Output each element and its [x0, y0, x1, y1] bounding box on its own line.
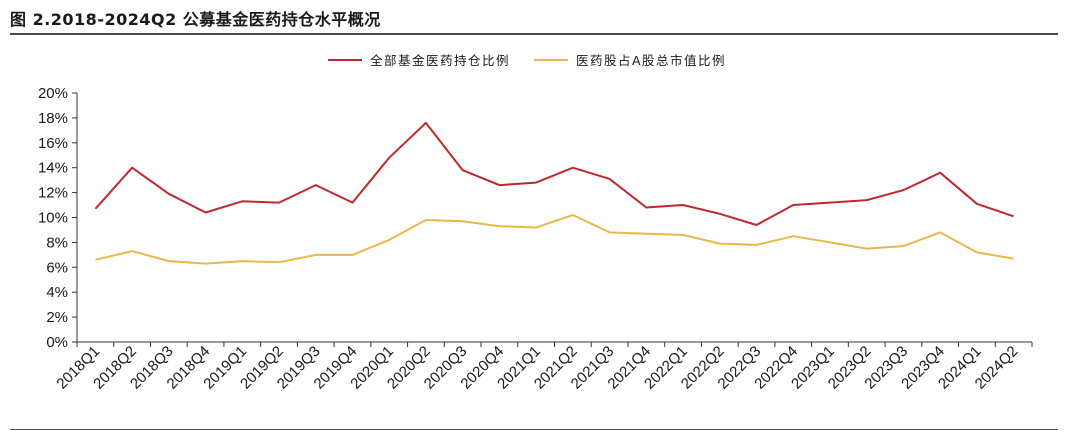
y-tick-label: 20% [38, 85, 68, 102]
series-line-fund-holding [94, 121, 1014, 226]
series-line-market-cap [95, 214, 1014, 265]
y-tick-label: 6% [46, 259, 68, 276]
y-tick-label: 10% [38, 210, 68, 227]
chart-tick-labels: 0%2%4%6%8%10%12%14%16%18%20%2018Q12018Q2… [38, 85, 1021, 393]
legend-label-fund-holding: 全部基金医药持仓比例 [370, 53, 511, 68]
legend-swatch-red [328, 58, 362, 61]
y-tick-label: 18% [38, 110, 68, 127]
y-tick-label: 0% [46, 334, 68, 351]
chart-series [94, 121, 1014, 265]
chart-axes [72, 92, 1033, 347]
y-tick-label: 4% [46, 284, 68, 301]
top-rule [10, 33, 1058, 35]
y-tick-label: 14% [38, 160, 68, 177]
legend-item-fund-holding: 全部基金医药持仓比例 [328, 50, 510, 69]
y-tick-label: 8% [46, 234, 68, 251]
legend-label-market-cap: 医药股占A股总市值比例 [576, 53, 727, 68]
figure-title: 图 2.2018-2024Q2 公募基金医药持仓水平概况 [10, 10, 381, 29]
y-tick-label: 2% [46, 309, 68, 326]
bottom-rule [10, 429, 1058, 430]
y-tick-label: 16% [38, 135, 68, 152]
legend-swatch-yellow [534, 58, 568, 61]
y-tick-label: 12% [38, 185, 68, 202]
chart-legend: 全部基金医药持仓比例 医药股占A股总市值比例 [0, 50, 1080, 72]
legend-item-market-cap: 医药股占A股总市值比例 [534, 50, 726, 69]
